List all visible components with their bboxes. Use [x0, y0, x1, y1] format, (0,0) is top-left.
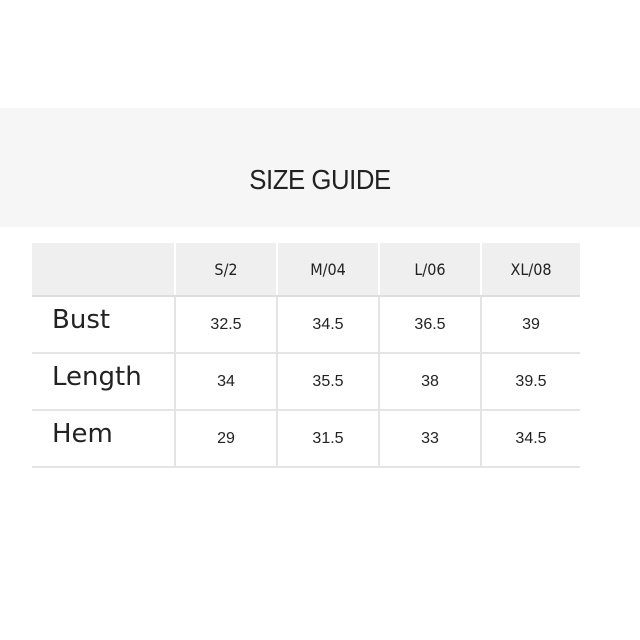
row-label: Hem — [32, 410, 175, 468]
cell: 31.5 — [276, 410, 379, 468]
cell: 34 — [174, 353, 277, 411]
header-cell: S/2 — [174, 243, 277, 297]
header-cell: L/06 — [378, 243, 481, 297]
cell: 38 — [378, 353, 481, 411]
row-label: Length — [32, 353, 175, 411]
header-cell: XL/08 — [480, 243, 580, 297]
cell: 36.5 — [378, 296, 481, 354]
cell: 39.5 — [480, 353, 580, 411]
table-row: Length 34 35.5 38 39.5 — [32, 353, 580, 411]
table-row: Hem 29 31.5 33 34.5 — [32, 410, 580, 468]
cell: 32.5 — [174, 296, 277, 354]
cell: 29 — [174, 410, 277, 468]
header-cell-empty — [32, 243, 175, 297]
cell: 33 — [378, 410, 481, 468]
row-label: Bust — [32, 296, 175, 354]
table-row: Bust 32.5 34.5 36.5 39 — [32, 296, 580, 354]
header-row: S/2 M/04 L/06 XL/08 — [32, 243, 580, 297]
page-title: SIZE GUIDE — [249, 164, 391, 195]
cell: 34.5 — [480, 410, 580, 468]
cell: 35.5 — [276, 353, 379, 411]
cell: 34.5 — [276, 296, 379, 354]
cell: 39 — [480, 296, 580, 354]
title-banner — [0, 108, 640, 227]
size-table: S/2 M/04 L/06 XL/08 Bust 32.5 34.5 36.5 … — [32, 243, 580, 468]
header-cell: M/04 — [276, 243, 379, 297]
